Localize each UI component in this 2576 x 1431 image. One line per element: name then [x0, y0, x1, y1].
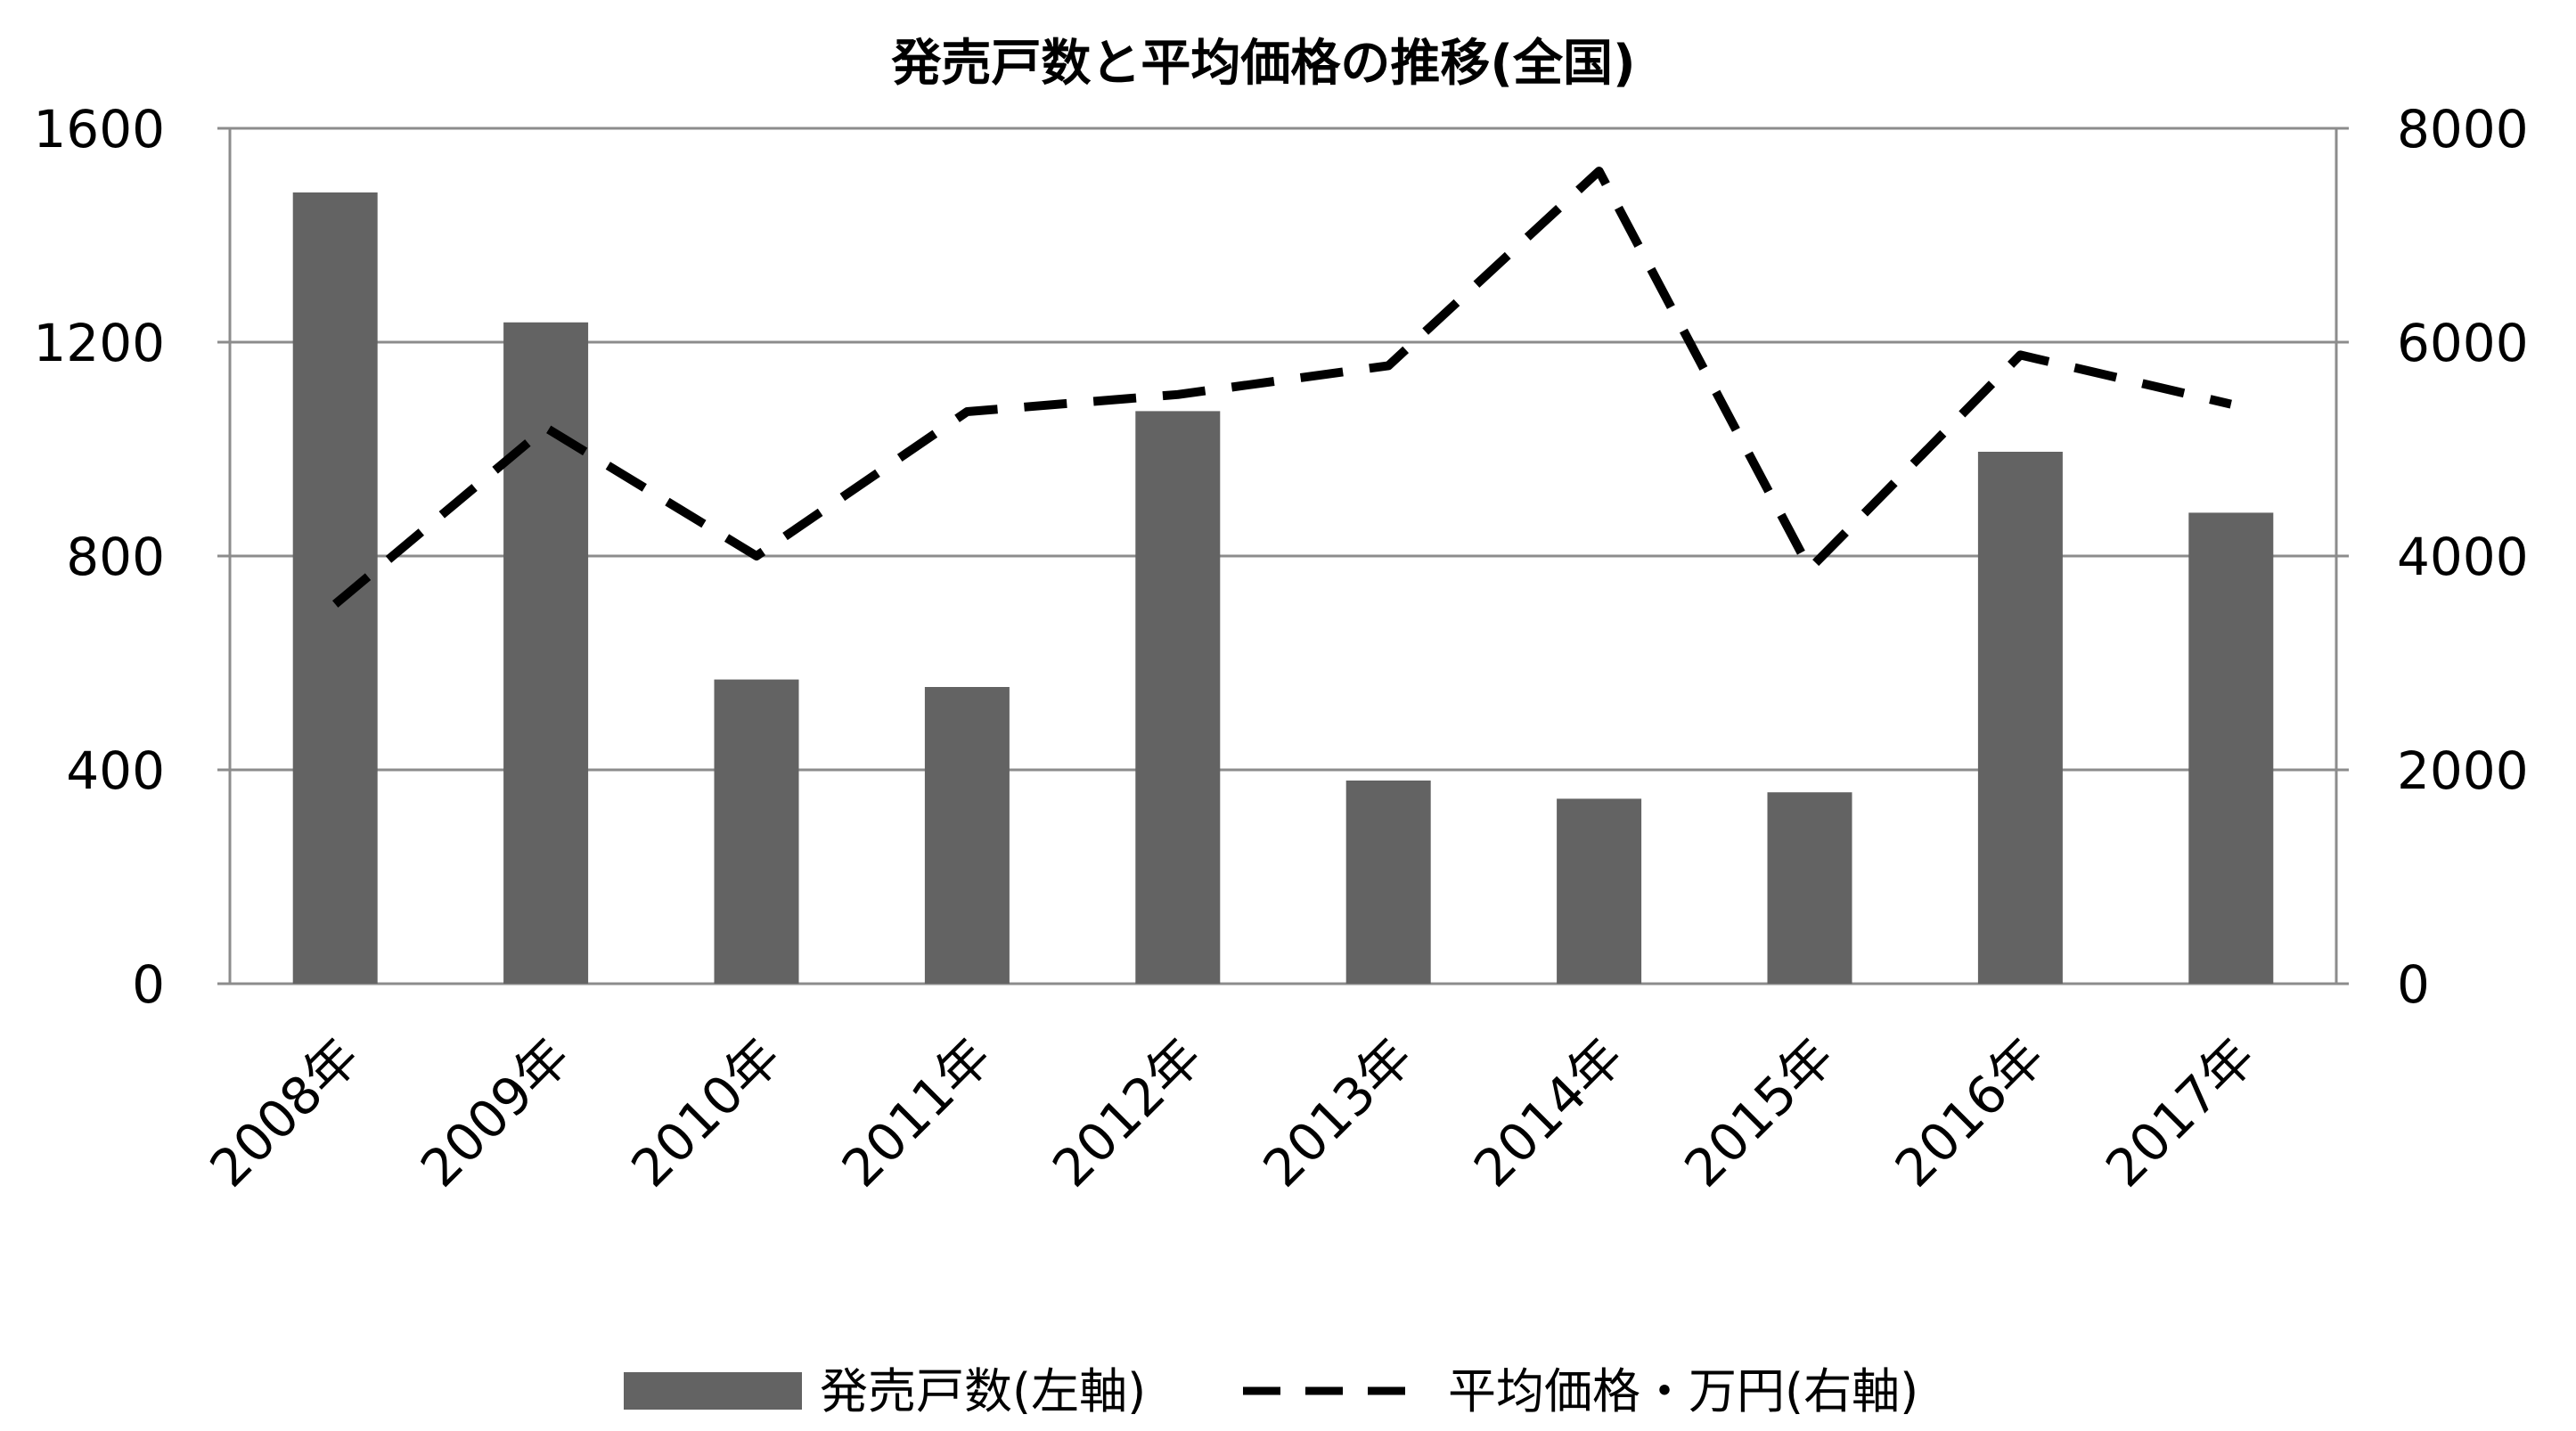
y-left-tick-label: 400	[66, 740, 165, 801]
y-right-tick-label: 4000	[2397, 527, 2529, 587]
chart-title: 発売戸数と平均価格の推移(全国)	[891, 35, 1635, 93]
bar	[1345, 781, 1431, 984]
x-tick-label: 2008年	[199, 1026, 371, 1198]
line-series	[331, 167, 2232, 608]
bar	[503, 322, 589, 984]
legend-bar-swatch	[624, 1372, 802, 1410]
y-right-tick-label: 6000	[2397, 313, 2529, 373]
y-right-tick-label: 8000	[2397, 99, 2529, 159]
x-tick-label: 2009年	[409, 1026, 581, 1198]
x-tick-label: 2010年	[619, 1026, 791, 1198]
x-tick-label: 2016年	[1884, 1026, 2056, 1198]
x-tick-label: 2015年	[1672, 1026, 1844, 1198]
axes: 0 400 800 1200 1600 0 2000 4000 6000 8000 2008年 200…	[33, 99, 2528, 1198]
bar	[292, 192, 378, 984]
x-tick-label: 2013年	[1252, 1026, 1424, 1198]
y-right-tick-label: 0	[2397, 954, 2430, 1015]
price-line	[331, 167, 2232, 608]
legend-line-label: 平均価格・万円(右軸)	[1448, 1363, 1918, 1419]
legend-bar-label: 発売戸数(左軸)	[820, 1363, 1146, 1419]
bar-series	[292, 192, 2274, 984]
x-tick-label: 2014年	[1462, 1026, 1634, 1198]
legend: 発売戸数(左軸) 平均価格・万円(右軸)	[624, 1363, 1918, 1419]
bar	[2188, 512, 2274, 984]
x-tick-label: 2011年	[830, 1026, 1002, 1198]
bar	[924, 687, 1010, 984]
bar	[1977, 452, 2063, 984]
x-tick-label: 2017年	[2094, 1026, 2266, 1198]
y-left-tick-label: 1600	[33, 99, 165, 159]
y-right-tick-label: 2000	[2397, 740, 2529, 801]
y-left-tick-label: 0	[132, 954, 165, 1015]
x-tick-label: 2012年	[1041, 1026, 1213, 1198]
y-left-tick-label: 800	[66, 527, 165, 587]
bar	[1135, 411, 1221, 984]
y-left-tick-label: 1200	[33, 313, 165, 373]
bar	[1557, 798, 1642, 984]
bar	[1767, 792, 1852, 984]
bar	[714, 679, 799, 984]
